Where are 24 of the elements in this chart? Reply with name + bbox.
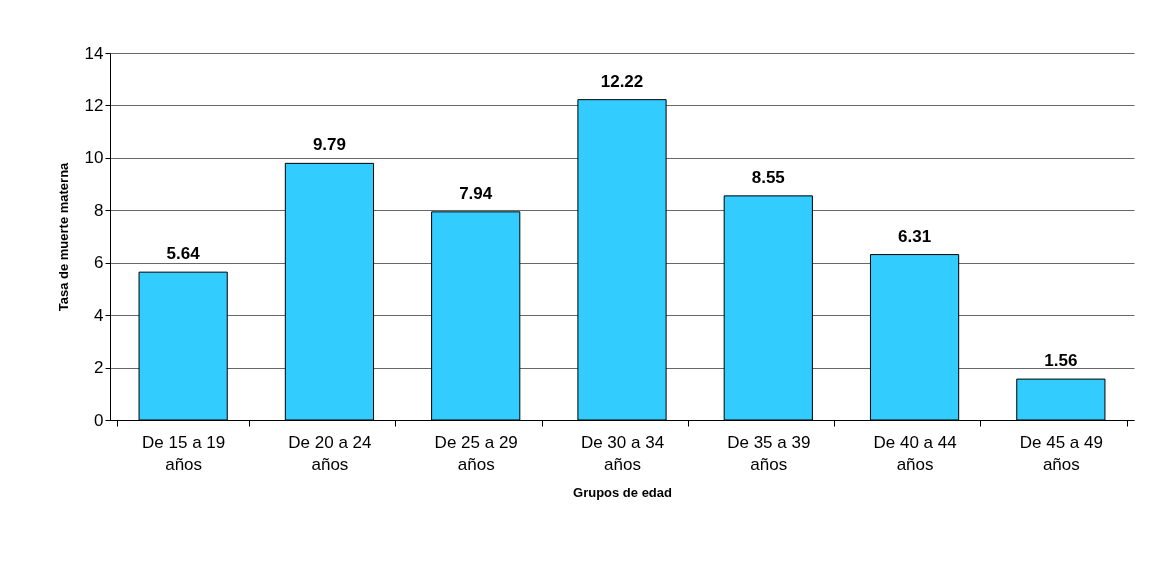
data-label: 1.56 (1044, 351, 1078, 371)
data-label: 9.79 (312, 135, 346, 155)
y-tick-label: 14 (84, 43, 104, 63)
y-tick-label: 8 (94, 200, 104, 220)
data-label: 7.94 (459, 183, 493, 203)
data-label: 6.31 (898, 226, 932, 246)
y-axis-title: Tasa de muerte materna (55, 161, 71, 312)
data-label: 12.22 (600, 71, 644, 91)
x-tick-label: De 35 a 39 años (727, 432, 811, 474)
data-label: 5.64 (166, 244, 201, 264)
y-tick-label: 10 (84, 148, 104, 168)
y-tick-label: 0 (94, 410, 104, 430)
y-tick-label: 4 (94, 305, 104, 325)
x-tick-label: De 25 a 29 años (434, 432, 518, 474)
data-label: 8.55 (751, 167, 785, 187)
y-tick-label: 2 (94, 358, 104, 378)
x-axis-title: Grupos de edad (573, 484, 673, 500)
x-tick-label: De 40 a 44 años (873, 432, 957, 474)
x-tick-label: De 20 a 24 años (288, 432, 372, 474)
x-tick-label: De 45 a 49 años (1019, 432, 1103, 474)
x-tick-label: De 30 a 34 años (580, 432, 665, 474)
y-tick-label: 12 (84, 95, 104, 115)
x-tick-label: De 15 a 19 años (142, 432, 226, 474)
y-tick-label: 6 (94, 253, 104, 273)
